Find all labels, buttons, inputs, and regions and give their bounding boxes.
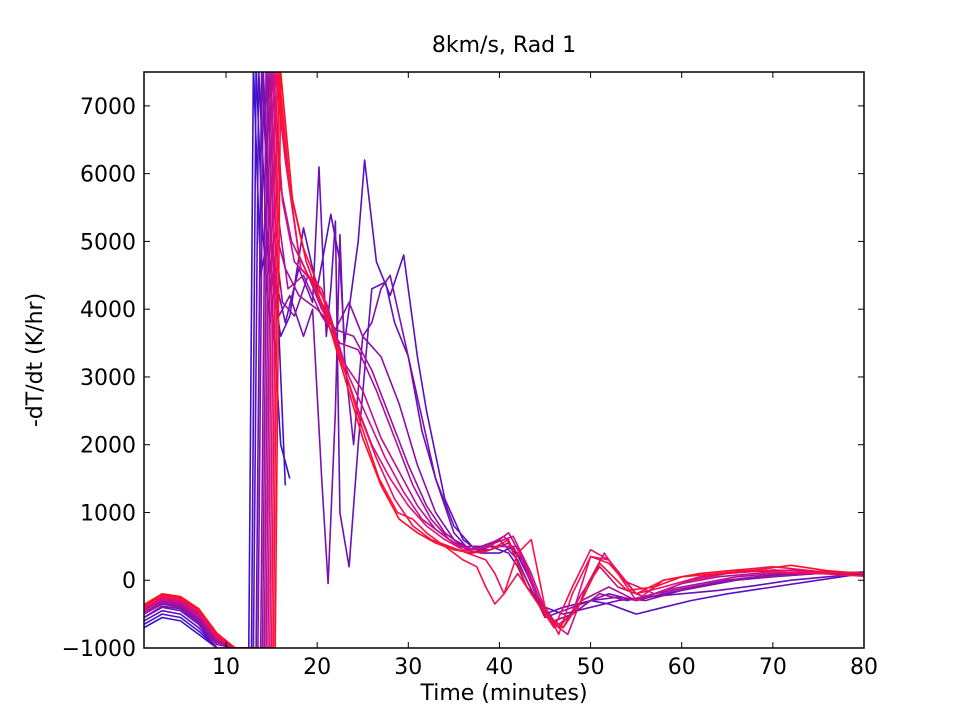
x-tick-label: 80: [850, 655, 878, 680]
x-tick-label: 50: [577, 655, 605, 680]
y-tick-label: 6000: [80, 163, 136, 188]
x-tick-label: 40: [485, 655, 513, 680]
y-tick-label: 5000: [80, 230, 136, 255]
series-line-10: [144, 72, 864, 648]
series-line-12: [144, 72, 864, 648]
y-tick-label: 1000: [80, 501, 136, 526]
x-tick-label: 30: [394, 655, 422, 680]
series-line-6: [144, 72, 864, 648]
y-tick-label: 7000: [80, 95, 136, 120]
y-tick-label: −1000: [62, 637, 136, 662]
y-tick-label: 3000: [80, 366, 136, 391]
series-line-5: [144, 72, 864, 648]
series-line-14: [144, 72, 864, 648]
series-line-3: [144, 72, 864, 648]
series-layer: [144, 72, 864, 648]
ticks-layer: 10 20 30 40 50 60 70 80 −1000 0 1000 2000 3000 4000 50…: [62, 72, 878, 680]
y-tick-label: 4000: [80, 298, 136, 323]
y-tick-label: 2000: [80, 434, 136, 459]
x-tick-label: 60: [668, 655, 696, 680]
y-tick-label: 0: [122, 569, 136, 594]
series-line-13: [144, 72, 864, 648]
x-tick-label: 10: [212, 655, 240, 680]
x-axis-label: Time (minutes): [419, 681, 587, 706]
x-tick-label: 70: [759, 655, 787, 680]
y-axis-label: -dT/dt (K/hr): [23, 293, 48, 427]
plot-frame: [143, 71, 865, 649]
x-tick-label: 20: [303, 655, 331, 680]
chart-title: 8km/s, Rad 1: [432, 33, 576, 58]
